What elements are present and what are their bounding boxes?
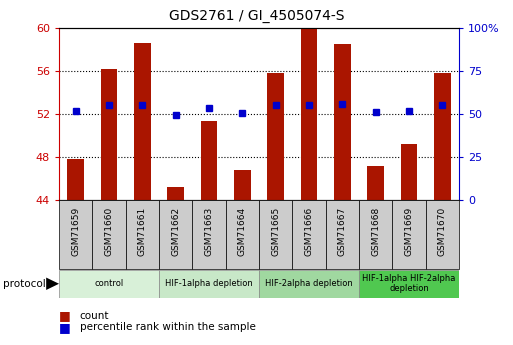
FancyBboxPatch shape xyxy=(259,200,292,269)
FancyBboxPatch shape xyxy=(226,200,259,269)
FancyBboxPatch shape xyxy=(159,200,192,269)
Text: HIF-2alpha depletion: HIF-2alpha depletion xyxy=(265,279,353,288)
FancyBboxPatch shape xyxy=(359,270,459,298)
FancyBboxPatch shape xyxy=(192,200,226,269)
Text: GSM71661: GSM71661 xyxy=(138,207,147,256)
FancyBboxPatch shape xyxy=(126,200,159,269)
Bar xyxy=(434,73,451,200)
Bar xyxy=(267,73,284,200)
FancyBboxPatch shape xyxy=(59,200,92,269)
Bar xyxy=(367,166,384,200)
Bar xyxy=(167,187,184,200)
Bar xyxy=(401,144,418,200)
Text: GSM71664: GSM71664 xyxy=(238,207,247,256)
Text: percentile rank within the sample: percentile rank within the sample xyxy=(80,322,255,332)
FancyBboxPatch shape xyxy=(159,270,259,298)
Text: GSM71669: GSM71669 xyxy=(405,207,413,256)
Text: ■: ■ xyxy=(59,309,71,322)
Text: count: count xyxy=(80,311,109,321)
Text: GSM71666: GSM71666 xyxy=(305,207,313,256)
Text: HIF-1alpha HIF-2alpha
depletion: HIF-1alpha HIF-2alpha depletion xyxy=(362,274,456,294)
Bar xyxy=(301,28,318,200)
Text: GSM71668: GSM71668 xyxy=(371,207,380,256)
FancyBboxPatch shape xyxy=(92,200,126,269)
Bar xyxy=(101,69,117,200)
Bar xyxy=(201,121,218,200)
Text: GSM71660: GSM71660 xyxy=(105,207,113,256)
Text: GSM71659: GSM71659 xyxy=(71,207,80,256)
FancyBboxPatch shape xyxy=(392,200,426,269)
Text: ■: ■ xyxy=(59,321,71,334)
FancyBboxPatch shape xyxy=(359,200,392,269)
FancyBboxPatch shape xyxy=(259,270,359,298)
Bar xyxy=(234,170,251,200)
Text: control: control xyxy=(94,279,124,288)
Text: HIF-1alpha depletion: HIF-1alpha depletion xyxy=(165,279,253,288)
Text: GSM71665: GSM71665 xyxy=(271,207,280,256)
Bar xyxy=(67,159,84,200)
FancyBboxPatch shape xyxy=(59,270,159,298)
FancyBboxPatch shape xyxy=(326,200,359,269)
Bar xyxy=(134,43,151,200)
FancyBboxPatch shape xyxy=(426,200,459,269)
Bar xyxy=(334,44,351,200)
Text: GSM71663: GSM71663 xyxy=(205,207,213,256)
Text: protocol: protocol xyxy=(3,279,45,289)
Text: GSM71662: GSM71662 xyxy=(171,207,180,256)
Text: GSM71667: GSM71667 xyxy=(338,207,347,256)
FancyBboxPatch shape xyxy=(292,200,326,269)
Text: GDS2761 / GI_4505074-S: GDS2761 / GI_4505074-S xyxy=(169,9,344,23)
Text: GSM71670: GSM71670 xyxy=(438,207,447,256)
